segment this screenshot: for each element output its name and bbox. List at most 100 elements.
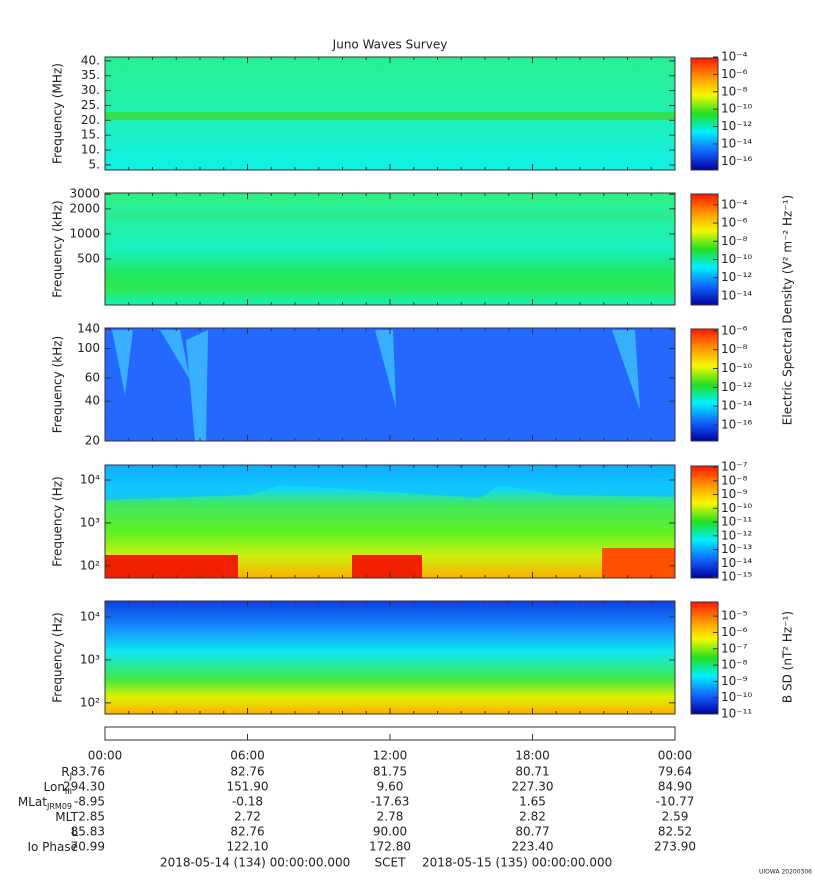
y-axis-label: Frequency (MHz)	[51, 63, 65, 164]
colorbar	[690, 193, 719, 306]
colorbar-tick-label: 10⁻¹²	[721, 119, 752, 133]
colorbar-tick-label: 10⁻¹⁴	[721, 136, 752, 150]
footer: UIOWA 20200306	[759, 869, 812, 876]
x-tick-label: 06:00	[230, 749, 265, 763]
y-axis-label: Frequency (Hz)	[51, 612, 65, 703]
ephemeris-label: RJ	[61, 765, 72, 781]
ephemeris-value: 2.78	[377, 810, 404, 824]
y-tick-label: 140	[77, 322, 100, 336]
colorbar-tick-label: 10⁻¹⁴	[721, 556, 752, 570]
ephemeris-value: 1.65	[519, 795, 546, 809]
y-axis-label: Frequency (kHz)	[51, 336, 65, 433]
colorbar-tick-label: 10⁻⁸	[721, 342, 748, 356]
ephemeris-label-sub: J	[69, 772, 72, 781]
ephemeris-label: L	[71, 825, 78, 839]
colorbar-tick-label: 10⁻¹⁰	[721, 361, 752, 375]
y-tick-label: 10²	[80, 558, 100, 572]
colorbar-tick-label: 10⁻⁴	[721, 50, 748, 64]
ephemeris-value: 70.99	[71, 840, 105, 854]
ephemeris-value: 90.00	[373, 825, 407, 839]
ephemeris-value: -10.77	[656, 795, 695, 809]
ephemeris-label-text: Lon	[44, 780, 65, 794]
y-tick-label: 100	[77, 341, 100, 355]
ephemeris-value: 2.59	[662, 810, 689, 824]
colorbar-label: Electric Spectral Density (V² m⁻² Hz⁻¹)	[781, 195, 795, 425]
y-tick-label: 20.	[81, 113, 100, 127]
ephemeris-label: MLatJRM09	[18, 795, 72, 811]
y-tick-label: 30.	[81, 83, 100, 97]
y-tick-label: 10³	[80, 652, 100, 666]
ephemeris-label: Io Phase	[27, 840, 78, 854]
ephemeris-label-sub: JRM09	[46, 802, 72, 811]
colorbar-tick-label: 10⁻⁸	[721, 473, 748, 487]
x-tick-label: 12:00	[373, 749, 408, 763]
y-tick-label: 5.	[89, 157, 100, 171]
ephemeris-value: 80.71	[515, 765, 549, 779]
colorbar-tick-label: 10⁻⁸	[721, 234, 748, 248]
colorbar-tick-label: 10⁻⁵	[721, 609, 748, 623]
ephemeris-label-text: MLT	[55, 810, 78, 824]
colorbar-tick-label: 10⁻¹²	[721, 380, 752, 394]
title: Juno Waves Survey	[332, 38, 448, 52]
y-tick-label: 10³	[80, 515, 100, 529]
colorbar	[690, 57, 719, 171]
y-tick-label: 40	[85, 394, 100, 408]
scet-end: 2018-05-15 (135) 00:00:00.000	[422, 856, 612, 870]
ephemeris-value: 172.80	[369, 840, 411, 854]
colorbar-tick-label: 10⁻⁶	[721, 323, 748, 337]
y-tick-label: 500	[77, 251, 100, 265]
ephemeris-label-sub: III	[65, 787, 72, 796]
ephemeris-label-text: MLat	[18, 795, 47, 809]
ephemeris-value: 223.40	[512, 840, 554, 854]
colorbar-tick-label: 10⁻¹⁰	[721, 102, 752, 116]
ephemeris-value: -0.18	[232, 795, 263, 809]
y-tick-label: 10⁴	[80, 609, 100, 623]
colorbar-tick-label: 10⁻¹¹	[721, 515, 752, 529]
colorbar-tick-label: 10⁻¹⁴	[721, 399, 752, 413]
ephemeris-value: 122.10	[227, 840, 269, 854]
colorbar-tick-label: 10⁻¹¹	[721, 707, 752, 721]
ephemeris-value: 9.60	[377, 780, 404, 794]
ephemeris-value: 79.64	[658, 765, 692, 779]
y-tick-label: 15.	[81, 128, 100, 142]
colorbar-tick-label: 10⁻¹³	[721, 542, 752, 556]
colorbar-tick-label: 10⁻¹⁶	[721, 418, 752, 432]
ephemeris-label: LonIII	[44, 780, 73, 796]
colorbar-tick-label: 10⁻¹⁰	[721, 690, 752, 704]
scet-label: SCET	[375, 856, 407, 870]
colorbar	[690, 328, 719, 442]
colorbar-tick-label: 10⁻¹⁶	[721, 154, 752, 168]
ephemeris-label-text: Io Phase	[27, 840, 78, 854]
y-tick-label: 3000	[69, 187, 100, 201]
colorbar-tick-label: 10⁻¹²	[721, 270, 752, 284]
y-tick-label: 40.	[81, 53, 100, 67]
ephemeris-label: MLT	[55, 810, 78, 824]
x-tick-label: 18:00	[515, 749, 550, 763]
ephemeris-value: 2.82	[519, 810, 546, 824]
y-tick-label: 25.	[81, 98, 100, 112]
colorbar-tick-label: 10⁻¹²	[721, 528, 752, 542]
y-axis-label: Frequency (kHz)	[51, 200, 65, 297]
y-tick-label: 35.	[81, 68, 100, 82]
ephemeris-label-text: L	[71, 825, 78, 839]
y-axis-label: Frequency (Hz)	[51, 476, 65, 567]
colorbar-tick-label: 10⁻⁷	[721, 460, 748, 474]
colorbar-tick-label: 10⁻⁶	[721, 216, 748, 230]
ephemeris-value: 82.76	[230, 765, 264, 779]
colorbar-tick-label: 10⁻⁸	[721, 84, 748, 98]
colorbar-tick-label: 10⁻¹⁴	[721, 288, 752, 302]
ephemeris-value: 227.30	[512, 780, 554, 794]
colorbar-tick-label: 10⁻⁷	[721, 641, 748, 655]
colorbar-tick-label: 10⁻⁹	[721, 487, 748, 501]
ephemeris-value: 85.83	[71, 825, 105, 839]
colorbar-tick-label: 10⁻¹⁰	[721, 252, 752, 266]
ephemeris-value: 83.76	[71, 765, 105, 779]
colorbar-tick-label: 10⁻¹⁰	[721, 501, 752, 515]
ephemeris-value: 80.77	[515, 825, 549, 839]
ephemeris-value: 2.85	[78, 810, 105, 824]
x-tick-label: 00:00	[88, 749, 123, 763]
colorbar-label: B SD (nT² Hz⁻¹)	[781, 611, 795, 703]
spectrograms	[104, 57, 676, 741]
ephemeris-value: -17.63	[371, 795, 410, 809]
